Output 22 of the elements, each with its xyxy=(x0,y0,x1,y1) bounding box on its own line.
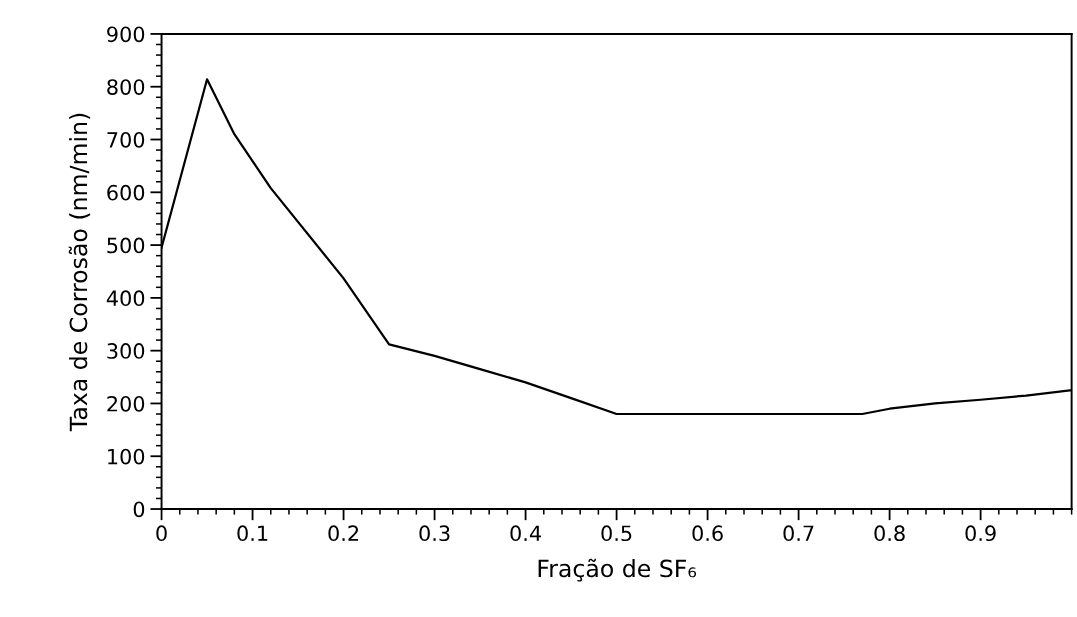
x-tick-label: 0.9 xyxy=(965,525,996,542)
x-tick-label: 0.7 xyxy=(783,525,814,542)
x-tick-label: 0.2 xyxy=(328,525,359,542)
x-axis-title: Fração de SF₆ xyxy=(538,558,697,582)
y-tick-label: 700 xyxy=(107,131,145,148)
y-tick-label: 0 xyxy=(133,501,145,518)
x-tick-label: 0 xyxy=(156,525,167,542)
x-tick-label: 0.6 xyxy=(692,525,723,542)
y-tick-label: 900 xyxy=(107,26,145,43)
y-tick-label: 200 xyxy=(107,395,145,412)
x-tick-label: 0.5 xyxy=(601,525,632,542)
y-tick-label: 100 xyxy=(108,448,145,465)
x-tick-label: 0.1 xyxy=(237,525,268,542)
y-tick-label: 500 xyxy=(107,237,145,254)
x-tick-label: 0.3 xyxy=(419,525,450,542)
y-tick-label: 400 xyxy=(106,290,145,307)
y-axis-title: Taxa de Corrosão (nm/min) xyxy=(68,113,91,432)
y-tick-label: 800 xyxy=(107,79,145,95)
x-tick-label: 0.4 xyxy=(510,525,541,542)
x-tick-label: 0.8 xyxy=(874,525,905,542)
y-tick-label: 300 xyxy=(107,343,145,359)
y-tick-label: 600 xyxy=(107,184,145,201)
